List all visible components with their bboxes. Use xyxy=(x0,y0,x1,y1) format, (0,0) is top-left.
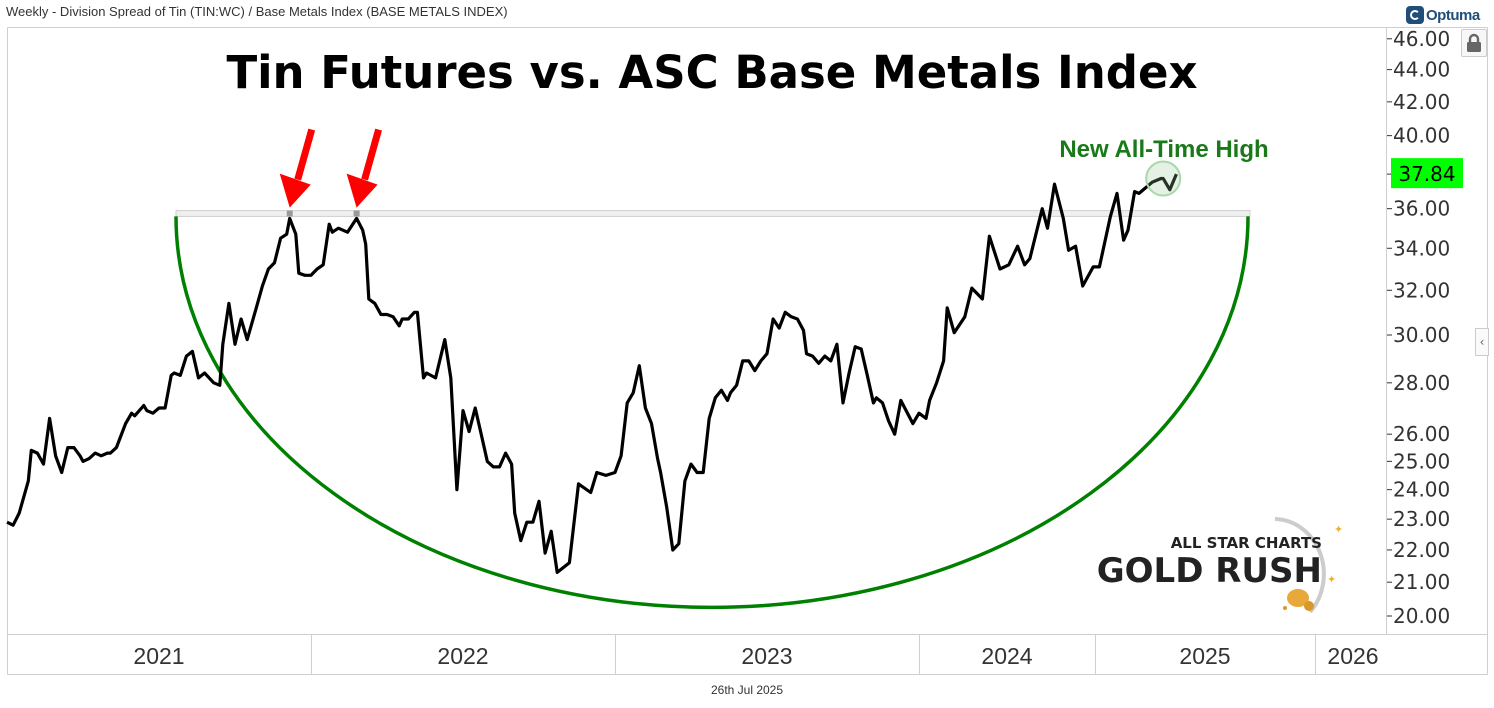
red-arrow-icon xyxy=(346,128,382,217)
last-value-label: 37.84 xyxy=(1398,162,1455,186)
x-tick-label: 2021 xyxy=(133,643,184,669)
y-tick-label: 21.00 xyxy=(1393,570,1450,594)
footer-date: 26th Jul 2025 xyxy=(710,683,784,697)
gold-nugget-icon xyxy=(1287,589,1309,607)
x-tick-label: 2023 xyxy=(741,643,792,669)
x-tick-label: 2024 xyxy=(981,643,1032,669)
x-tick-label: 2025 xyxy=(1179,643,1230,669)
lock-scale-button[interactable] xyxy=(1461,29,1487,57)
ath-label: New All-Time High xyxy=(1059,136,1268,163)
y-tick-label: 32.00 xyxy=(1393,278,1450,302)
lock-icon xyxy=(1467,33,1481,52)
y-tick-label: 40.00 xyxy=(1393,124,1450,148)
sparkle-icon: ✦ xyxy=(1327,573,1336,586)
x-tick-label: 2022 xyxy=(437,643,488,669)
y-tick-label: 23.00 xyxy=(1393,507,1450,531)
red-arrow-icon xyxy=(279,128,316,217)
y-tick-label: 46.00 xyxy=(1393,27,1450,51)
optuma-logo: Optuma xyxy=(1406,4,1480,26)
y-tick-label: 20.00 xyxy=(1393,604,1450,628)
series-line xyxy=(6,173,1178,574)
collapse-panel-button[interactable]: ‹ xyxy=(1475,328,1489,356)
y-tick-label: 28.00 xyxy=(1393,371,1450,395)
y-axis: 46.00 44.00 42.00 40.00 36.00 34.00 32.00 30.00… xyxy=(1387,27,1450,628)
y-tick-label: 25.00 xyxy=(1393,449,1450,473)
watermark-bottom-text: GOLD RUSH xyxy=(1097,551,1322,591)
watermark-top-text: ALL STAR CHARTS xyxy=(1171,534,1322,552)
x-axis: 2021 2022 2023 2024 2025 2026 xyxy=(133,634,1379,674)
y-tick-label: 42.00 xyxy=(1393,90,1450,114)
chevron-left-icon: ‹ xyxy=(1479,335,1485,349)
rounding-bottom-arc[interactable] xyxy=(174,216,1250,610)
y-tick-label: 26.00 xyxy=(1393,422,1450,446)
y-tick-label: 24.00 xyxy=(1393,478,1450,502)
chart-headline: Tin Futures vs. ASC Base Metals Index xyxy=(226,46,1197,99)
chart-header-title: Weekly - Division Spread of Tin (TIN:WC)… xyxy=(6,4,508,19)
optuma-logo-text: Optuma xyxy=(1426,6,1480,24)
resistance-band[interactable] xyxy=(175,210,1251,217)
y-tick-label: 30.00 xyxy=(1393,323,1450,347)
optuma-logo-icon xyxy=(1406,6,1424,24)
y-tick-label: 36.00 xyxy=(1393,197,1450,221)
y-tick-label: 22.00 xyxy=(1393,538,1450,562)
last-value-tag xyxy=(1391,158,1463,189)
all-time-high-highlight xyxy=(1145,160,1182,197)
x-tick-label: 2026 xyxy=(1327,643,1378,669)
y-tick-label: 44.00 xyxy=(1393,58,1450,82)
y-tick-label: 34.00 xyxy=(1393,236,1450,260)
gold-rush-watermark: ALL STAR CHARTS GOLD RUSH ✦ ✦ xyxy=(1097,517,1343,614)
sparkle-icon: ✦ xyxy=(1334,523,1343,536)
